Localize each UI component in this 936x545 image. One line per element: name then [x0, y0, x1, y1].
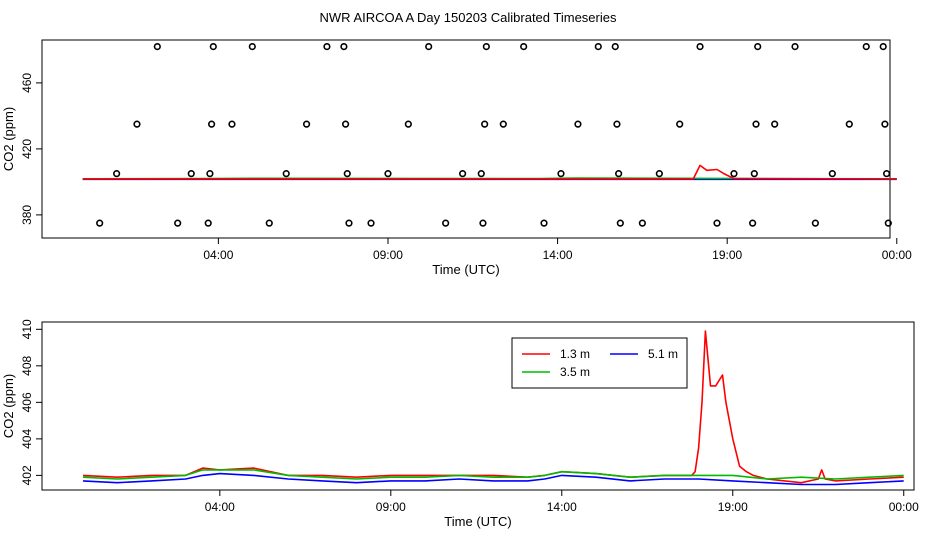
plot-frame [41, 321, 915, 491]
data-marker [879, 42, 887, 51]
data-marker [187, 170, 195, 178]
data-marker [749, 219, 757, 227]
data-marker [884, 219, 892, 227]
data-marker [153, 42, 161, 51]
series-line-2 [82, 164, 897, 180]
data-marker [540, 219, 548, 227]
y-tick-label: 402 [20, 465, 34, 485]
bottom-panel: 04:00 09:00 14:00 19:00 00:00 402 404 406 408 410… [1, 319, 919, 529]
y-tick-label: 404 [20, 429, 34, 449]
data-marker [345, 219, 353, 227]
data-marker [341, 120, 350, 128]
data-marker [574, 120, 582, 128]
x-axis-label: Time (UTC) [444, 514, 511, 529]
data-marker [613, 120, 621, 128]
y-tick-label: 380 [20, 205, 34, 225]
data-marker [828, 170, 836, 178]
plot-frame [41, 39, 891, 239]
data-marker [425, 42, 433, 51]
data-marker [862, 42, 870, 51]
data-marker [208, 120, 216, 128]
data-marker [754, 42, 762, 51]
data-marker [611, 42, 619, 51]
data-marker [477, 170, 485, 178]
data-marker [459, 170, 467, 178]
data-marker [771, 120, 779, 128]
data-marker [730, 170, 738, 178]
legend-box [511, 337, 688, 389]
data-marker [481, 120, 489, 128]
data-marker [206, 170, 214, 178]
data-marker [340, 42, 348, 51]
data-marker [384, 170, 392, 178]
data-marker [323, 42, 331, 51]
data-marker [209, 42, 217, 51]
x-tick-label: 09:00 [373, 248, 403, 262]
legend-label: 1.3 m [560, 347, 590, 361]
data-marker [228, 120, 236, 128]
data-marker [791, 42, 799, 51]
data-marker [594, 42, 602, 51]
x-tick-label: 14:00 [547, 500, 577, 514]
x-tick-label: 00:00 [882, 248, 912, 262]
y-tick-label: 460 [20, 73, 34, 93]
legend-label: 3.5 m [560, 365, 590, 379]
legend-label: 5.1 m [648, 347, 678, 361]
data-marker [881, 120, 889, 128]
x-tick-label: 00:00 [889, 500, 919, 514]
data-marker [174, 219, 182, 227]
data-marker [713, 219, 721, 227]
x-tick-label: 04:00 [203, 248, 233, 262]
data-marker [616, 219, 624, 227]
data-marker [367, 219, 375, 227]
data-marker [482, 42, 490, 51]
data-marker [752, 120, 760, 128]
data-marker [265, 219, 273, 227]
x-tick-label: 19:00 [718, 500, 748, 514]
y-axis-label: CO2 (ppm) [1, 107, 16, 171]
data-marker [96, 219, 104, 227]
x-axis-label: Time (UTC) [432, 262, 499, 277]
data-marker [696, 42, 704, 51]
data-marker [113, 170, 121, 178]
data-marker [615, 170, 623, 178]
top-panel: 04:00 09:00 14:00 19:00 00:00 380 420 460 Time (… [1, 39, 912, 277]
figure-title: NWR AIRCOA A Day 150203 Calibrated Times… [320, 10, 617, 25]
y-tick-label: 420 [20, 139, 34, 159]
data-marker [750, 170, 758, 178]
data-marker [676, 120, 684, 128]
data-marker [343, 170, 351, 178]
series-line-1 [82, 472, 904, 486]
series-line-2 [82, 469, 904, 480]
data-marker [442, 219, 450, 227]
data-marker [811, 219, 819, 227]
data-marker [204, 219, 212, 227]
y-tick-label: 410 [20, 319, 34, 339]
data-marker [404, 120, 412, 128]
data-marker [557, 170, 565, 178]
data-marker [248, 42, 256, 51]
data-marker [655, 170, 663, 178]
x-tick-label: 04:00 [205, 500, 235, 514]
data-marker [282, 170, 290, 178]
x-tick-label: 19:00 [712, 248, 742, 262]
data-marker [845, 120, 853, 128]
data-marker [479, 219, 487, 227]
data-marker [638, 219, 646, 227]
data-marker [302, 120, 311, 128]
data-marker [133, 120, 141, 128]
x-tick-label: 14:00 [543, 248, 573, 262]
y-tick-label: 408 [20, 355, 34, 375]
series-line-0 [82, 330, 904, 484]
data-marker [883, 170, 891, 178]
data-marker [520, 42, 528, 51]
y-axis-label: CO2 (ppm) [1, 374, 16, 438]
data-marker [499, 120, 507, 128]
x-tick-label: 09:00 [376, 500, 406, 514]
y-tick-label: 406 [20, 392, 34, 412]
